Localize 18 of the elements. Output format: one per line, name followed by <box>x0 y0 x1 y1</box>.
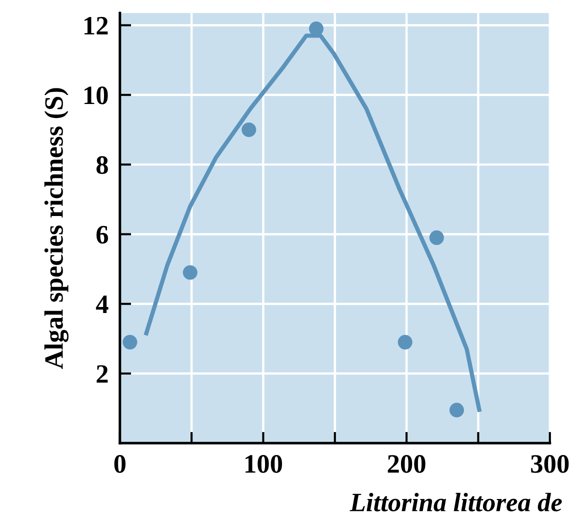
y-tick-label: 8 <box>96 156 108 174</box>
point <box>122 334 138 350</box>
point <box>449 402 464 418</box>
y-tick-label: 12 <box>84 16 108 34</box>
point <box>398 334 412 350</box>
point <box>242 122 256 138</box>
y-tick-label: 2 <box>96 365 108 383</box>
y-tick-label: 6 <box>96 226 108 244</box>
x-tick-label: 300 <box>531 455 569 473</box>
y-axis-title: Algal species richness (S) <box>44 88 69 369</box>
x-axis-title: Littorina littorea de <box>350 492 562 512</box>
x-tick-label: 100 <box>246 455 282 473</box>
point <box>182 265 198 280</box>
y-tick-label: 10 <box>84 86 108 104</box>
x-tick-label: 200 <box>388 455 426 473</box>
point <box>429 230 444 245</box>
y-tick-label: 4 <box>96 296 108 314</box>
x-tick-label: 0 <box>114 455 126 473</box>
